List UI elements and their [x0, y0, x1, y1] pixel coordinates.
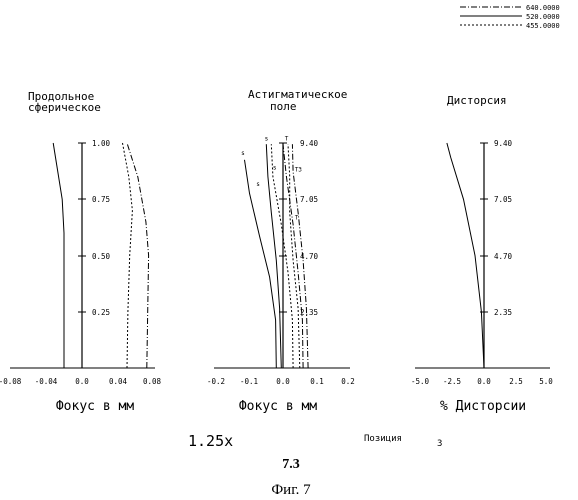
curve-annotation: s: [273, 164, 277, 171]
y-axis: 1.00 0.75 0.50 0.25: [78, 139, 111, 368]
figure-footer: 1.25x Позиция 3 7.3 Фиг. 7: [188, 432, 442, 498]
x-tick-label: 0.1: [310, 377, 324, 386]
series-line: [447, 143, 484, 368]
y-tick-label: 2.35: [494, 308, 512, 317]
x-tick-label: 2.5: [509, 377, 523, 386]
x-axis: -5.0 -2.5 0.0 2.5 5.0: [411, 368, 553, 386]
panel-title-line-1: Дисторсия: [447, 94, 507, 107]
position-value: 3: [437, 439, 442, 449]
legend-label: 640.0000: [526, 4, 560, 12]
x-tick-label: 0.04: [109, 377, 128, 386]
chart-panel-spherical: Продольное сферическое -0.08 -0.04 0.0 0…: [0, 90, 162, 414]
chart-panel-distortion: Дисторсия -5.0 -2.5 0.0 2.5 5.0 % Дистор…: [411, 94, 553, 414]
panel-title-line-1: Астигматическое: [248, 88, 347, 101]
x-tick-label: -0.2: [207, 377, 225, 386]
y-tick-label: 0.50: [92, 252, 111, 261]
y-tick-label: 1.00: [92, 139, 111, 148]
legend-entry: 640.0000: [460, 4, 560, 12]
y-tick-label: 7.05: [300, 195, 318, 204]
x-axis: -0.08 -0.04 0.0 0.04 0.08: [0, 368, 162, 386]
y-axis: 9.40 7.05 4.70 2.35: [480, 139, 513, 368]
x-tick-label: -0.1: [240, 377, 258, 386]
series-line: [245, 160, 277, 368]
curve-annotation: s: [241, 150, 245, 157]
curve-annotation: T3: [295, 167, 303, 174]
x-tick-label: -5.0: [411, 377, 430, 386]
y-tick-label: 9.40: [300, 139, 319, 148]
x-tick-label: -2.5: [443, 377, 461, 386]
x-axis-label: % Дисторсии: [440, 399, 526, 414]
chart-panel-astigmatic: Астигматическое поле -0.2 -0.1 0.0 0.1 0…: [207, 88, 355, 414]
series-line: [127, 143, 149, 368]
legend-entry: 455.0000: [460, 22, 560, 30]
curve-annotation: s: [265, 136, 269, 143]
legend-label: 455.0000: [526, 22, 560, 30]
figure-caption: Фиг. 7: [271, 482, 311, 498]
y-tick-label: 9.40: [494, 139, 513, 148]
x-tick-label: 0.0: [276, 377, 290, 386]
y-tick-label: 4.70: [494, 252, 513, 261]
y-tick-label: 2.35: [300, 308, 318, 317]
series-line: [53, 143, 64, 368]
x-tick-label: -0.04: [35, 377, 58, 386]
x-tick-label: 0.0: [75, 377, 89, 386]
x-tick-label: 0.2: [341, 377, 355, 386]
x-tick-label: -0.08: [0, 377, 22, 386]
curve-annotation: s: [256, 181, 260, 188]
panel-title-line-2: поле: [270, 100, 297, 113]
panel-title-line-2: сферическое: [28, 101, 101, 114]
x-tick-label: 0.0: [477, 377, 491, 386]
x-axis: -0.2 -0.1 0.0 0.1 0.2: [207, 368, 355, 386]
x-tick-label: 0.08: [143, 377, 162, 386]
curve-annotation: T: [295, 215, 299, 222]
y-tick-label: 7.05: [494, 195, 512, 204]
magnification-label: 1.25x: [188, 432, 233, 450]
legend: 640.0000 520.0000 455.0000: [460, 4, 560, 30]
series-line: [123, 143, 133, 368]
plot-area-astigmatic: s s Ts s T3 T: [241, 136, 308, 368]
legend-label: 520.0000: [526, 13, 560, 21]
y-tick-label: 0.25: [92, 308, 110, 317]
legend-entry: 520.0000: [460, 13, 560, 21]
figure-code: 7.3: [282, 457, 300, 472]
position-label: Позиция: [364, 434, 402, 444]
x-tick-label: 5.0: [539, 377, 553, 386]
plot-area-distortion: [447, 143, 484, 368]
y-tick-label: 0.75: [92, 195, 110, 204]
x-axis-label: Фокус в мм: [239, 399, 317, 414]
x-axis-label: Фокус в мм: [56, 399, 134, 414]
curve-annotation: T: [285, 136, 289, 143]
